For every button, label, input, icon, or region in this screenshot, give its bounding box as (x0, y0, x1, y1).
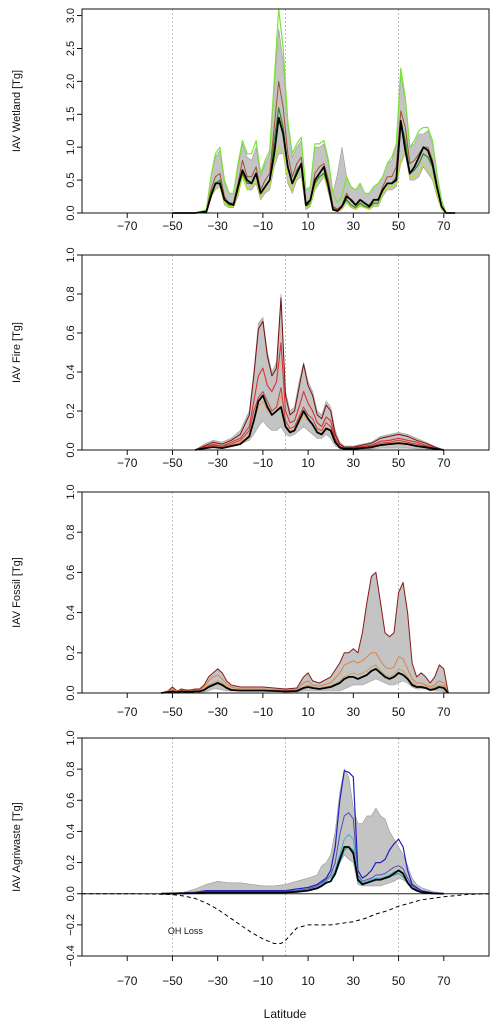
panel-wetland: 0.0 0.5 1.0 1.5 2.0 2.5 3.0 −70 −50 −30 −10 10 30 50 7… (11, 8, 490, 233)
uncertainty-band (161, 571, 449, 694)
y-tick-label: 0.0 (65, 442, 77, 457)
y-tick-label: 0.2 (65, 403, 77, 418)
y-tick-label: 0.2 (65, 645, 77, 660)
y-axis-label: IAV Fire [Tg] (11, 322, 23, 383)
panel-fossil: 0.0 0.2 0.4 0.6 0.8 1.0 −70 −50 −30 −10 10 30 50 70 IA… (11, 484, 490, 719)
x-tick-label: 50 (392, 974, 406, 988)
panel-agriwaste: OH Loss −0.4 −0.2 0.0 0.2 0.4 0.6 0.8 1.0 −70 −50 −… (11, 730, 490, 988)
x-tick-label: 50 (392, 219, 406, 233)
y-tick-label: 0.2 (65, 855, 77, 870)
y-tick-label: 0.4 (65, 824, 77, 839)
x-tick-label: 30 (347, 974, 361, 988)
y-tick-label: 0.6 (65, 565, 77, 580)
y-tick-label: 1.0 (65, 730, 77, 745)
x-tick-label: 50 (392, 456, 406, 470)
plot-frame (81, 8, 490, 214)
x-tick-label: −70 (117, 974, 138, 988)
x-tick-label: −10 (253, 705, 274, 719)
series-line-4 (194, 387, 444, 451)
x-tick-label: 10 (301, 974, 315, 988)
x-tick-label: −50 (162, 456, 183, 470)
y-tick-label: 0.6 (65, 325, 77, 340)
plot-frame (81, 491, 490, 694)
uncertainty-band (172, 28, 456, 214)
y-axis-label: IAV Wetland [Tg] (11, 70, 23, 152)
y-tick-label: 0.8 (65, 525, 77, 540)
plot-frame (81, 737, 490, 957)
oh-loss-line (82, 893, 490, 944)
y-tick-label: 2.0 (65, 74, 77, 89)
x-tick-label: −30 (207, 219, 228, 233)
series-line-1 (194, 297, 444, 451)
x-tick-label: −30 (207, 974, 228, 988)
x-tick-label: −50 (162, 705, 183, 719)
y-tick-label: 2.5 (65, 41, 77, 56)
series-line-4 (172, 80, 456, 214)
y-tick-label: 0.5 (65, 172, 77, 187)
uncertainty-band (194, 293, 444, 451)
x-tick-label: −10 (253, 456, 274, 470)
y-tick-label: 0.8 (65, 761, 77, 776)
series-line-2 (194, 342, 444, 451)
series-line-5 (172, 116, 456, 214)
series-line-2 (160, 652, 449, 694)
y-tick-label: 0.4 (65, 364, 77, 379)
y-tick-label: 0.8 (65, 286, 77, 301)
plot-frame (81, 254, 490, 451)
x-tick-label: −50 (162, 219, 183, 233)
y-tick-label: 0.0 (65, 685, 77, 700)
x-tick-label: 10 (301, 456, 315, 470)
oh-loss-annotation: OH Loss (168, 926, 204, 936)
y-tick-label: −0.2 (65, 914, 77, 936)
y-tick-label: 0.4 (65, 605, 77, 620)
x-tick-label: 70 (437, 974, 451, 988)
x-tick-label: 30 (347, 705, 361, 719)
x-tick-label: −30 (207, 705, 228, 719)
y-tick-label: 0.6 (65, 793, 77, 808)
x-axis-label: Latitude (264, 1007, 307, 1021)
x-tick-label: −70 (117, 456, 138, 470)
x-tick-label: −70 (117, 219, 138, 233)
x-tick-label: 10 (301, 705, 315, 719)
series-line-2 (161, 812, 444, 895)
series-line-5 (194, 394, 444, 451)
x-tick-label: 30 (347, 219, 361, 233)
x-tick-label: 70 (437, 705, 451, 719)
y-tick-label: 0.0 (65, 886, 77, 901)
y-axis-label: IAV Fossil [Tg] (11, 557, 23, 628)
y-tick-label: 0.0 (65, 205, 77, 220)
y-tick-label: 1.0 (65, 484, 77, 499)
series-line-1 (172, 8, 456, 214)
x-tick-label: −10 (253, 974, 274, 988)
y-axis-label: IAV Agriwaste [Tg] (11, 802, 23, 892)
y-tick-label: −0.4 (65, 945, 77, 967)
x-tick-label: −30 (207, 456, 228, 470)
y-tick-label: 3.0 (65, 8, 77, 23)
y-tick-label: 1.0 (65, 140, 77, 155)
x-tick-label: 70 (437, 219, 451, 233)
series-line-1 (160, 571, 449, 694)
x-tick-label: 30 (347, 456, 361, 470)
x-tick-label: −70 (117, 705, 138, 719)
series-line-5 (161, 846, 444, 895)
x-tick-label: 10 (301, 219, 315, 233)
x-tick-label: −10 (253, 219, 274, 233)
y-tick-label: 1.5 (65, 107, 77, 122)
series-line-1 (161, 770, 444, 895)
x-tick-label: 50 (392, 705, 406, 719)
panel-fire: 0.0 0.2 0.4 0.6 0.8 1.0 −70 −50 −30 −10 10 30 50 70 IA… (11, 247, 490, 470)
x-tick-label: −50 (162, 974, 183, 988)
series-line-4 (160, 668, 449, 694)
y-tick-label: 1.0 (65, 247, 77, 262)
x-tick-label: 70 (437, 456, 451, 470)
